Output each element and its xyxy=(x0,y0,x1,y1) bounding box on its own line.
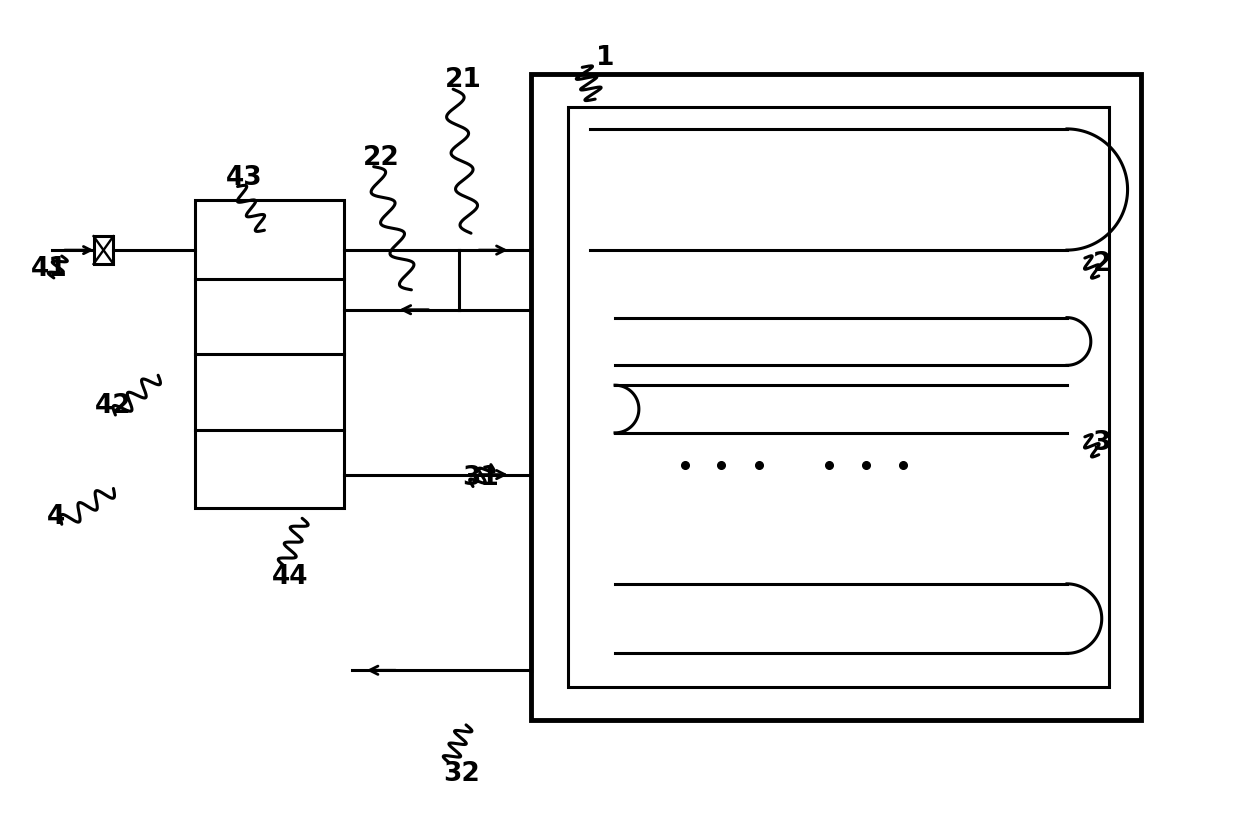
Text: 4: 4 xyxy=(47,504,64,529)
Text: 21: 21 xyxy=(445,67,481,93)
Bar xyxy=(531,75,1142,720)
Text: 43: 43 xyxy=(226,165,263,190)
Text: 1: 1 xyxy=(596,45,614,71)
Text: 44: 44 xyxy=(272,563,309,589)
Text: 31: 31 xyxy=(463,464,500,490)
Text: 22: 22 xyxy=(363,145,401,170)
Bar xyxy=(568,108,1109,687)
Bar xyxy=(195,201,343,509)
Text: 3: 3 xyxy=(1092,429,1111,455)
Text: 32: 32 xyxy=(443,760,480,786)
Text: 2: 2 xyxy=(1092,251,1111,277)
Text: 41: 41 xyxy=(31,256,67,282)
Bar xyxy=(93,237,113,265)
Text: 42: 42 xyxy=(95,393,131,418)
